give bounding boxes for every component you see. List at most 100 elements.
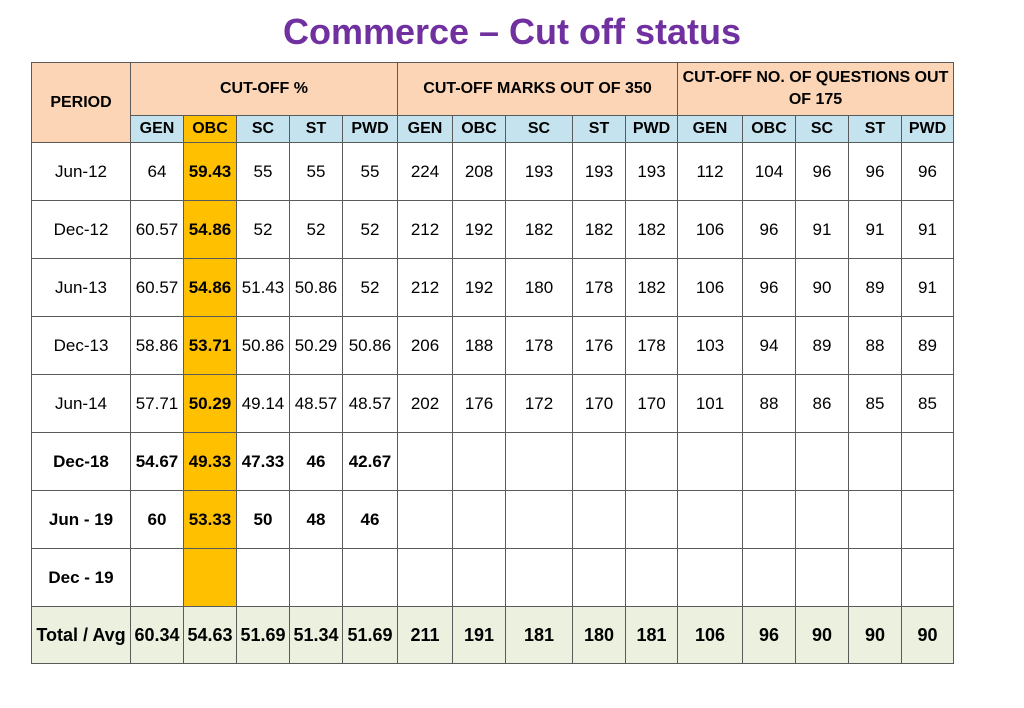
table-cell [397,490,453,549]
period-cell: Dec-13 [31,316,131,375]
table-cell: 176 [572,316,626,375]
table-cell [848,490,902,549]
table-cell: 178 [625,316,678,375]
period-cell: Jun-13 [31,258,131,317]
table-cell: 202 [397,374,453,433]
table-cell [342,548,398,607]
table-cell: 180 [505,258,573,317]
table-cell: 96 [901,142,954,201]
table-cell [901,490,954,549]
table-cell [236,548,290,607]
category-header: ST [848,115,902,143]
table-cell: 59.43 [183,142,237,201]
category-header: PWD [625,115,678,143]
table-cell: 103 [677,316,743,375]
table-row: Jun - 19 60 53.33 50 48 46 [31,490,954,549]
table-cell [848,548,902,607]
table-cell: 96 [795,142,849,201]
table-cell: 53.33 [183,490,237,549]
period-cell: Jun-12 [31,142,131,201]
table-cell: 52 [342,200,398,259]
table-cell [397,548,453,607]
table-cell: 49.14 [236,374,290,433]
table-cell [848,432,902,491]
table-cell: 192 [452,258,506,317]
category-header: OBC [742,115,796,143]
table-cell: 85 [848,374,902,433]
period-cell: Dec-12 [31,200,131,259]
table-cell: 182 [505,200,573,259]
table-cell: 86 [795,374,849,433]
table-cell [452,548,506,607]
table-cell [625,548,678,607]
table-cell: 170 [625,374,678,433]
table-cell: 91 [901,258,954,317]
category-header: GEN [130,115,184,143]
table-cell: 51.69 [236,606,290,664]
table-cell: 55 [342,142,398,201]
table-cell: 50.86 [289,258,343,317]
table-cell [452,432,506,491]
table-row: Jun-12 64 59.43 55 55 55 224 208 193 193 193 112 104… [31,142,954,201]
table-cell: 46 [342,490,398,549]
table-cell: 193 [572,142,626,201]
table-cell: 96 [742,258,796,317]
table-cell: 49.33 [183,432,237,491]
table-cell: 51.43 [236,258,290,317]
category-header: PWD [342,115,398,143]
period-cell: Jun - 19 [31,490,131,549]
table-cell: 50.86 [342,316,398,375]
table-cell: 64 [130,142,184,201]
table-row: Jun-13 60.57 54.86 51.43 50.86 52 212 192 180 178… [31,258,954,317]
table-cell: 89 [848,258,902,317]
table-cell: 52 [236,200,290,259]
table-cell: 212 [397,258,453,317]
cutoff-table: PERIOD CUT-OFF % CUT-OFF MARKS OUT OF 35… [31,62,954,664]
category-header: ST [289,115,343,143]
cutoff-percent-header: CUT-OFF % [130,62,398,116]
table-cell [572,432,626,491]
table-cell: 60.34 [130,606,184,664]
table-row: Dec-18 54.67 49.33 47.33 46 42.67 [31,432,954,491]
table-cell: 47.33 [236,432,290,491]
category-header-row: GEN OBC SC ST PWD GEN OBC SC ST PWD GEN OBC SC ST PWD [32,115,954,143]
table-cell: 208 [452,142,506,201]
table-cell: 91 [901,200,954,259]
table-cell [901,548,954,607]
table-cell: 88 [848,316,902,375]
table-cell [677,548,743,607]
table-cell: 90 [848,606,902,664]
table-cell: 182 [625,258,678,317]
category-header: SC [795,115,849,143]
table-cell [742,432,796,491]
table-cell: 52 [289,200,343,259]
table-cell: 48.57 [289,374,343,433]
table-cell [742,548,796,607]
table-cell: 90 [795,606,849,664]
table-cell: 96 [742,200,796,259]
table-cell: 188 [452,316,506,375]
table-cell: 181 [625,606,678,664]
table-cell: 193 [505,142,573,201]
table-cell: 50.86 [236,316,290,375]
table-cell: 88 [742,374,796,433]
table-cell: 55 [289,142,343,201]
category-header: SC [236,115,290,143]
table-cell: 182 [572,200,626,259]
table-cell: 58.86 [130,316,184,375]
table-cell: 178 [505,316,573,375]
table-cell [742,490,796,549]
table-cell: 192 [452,200,506,259]
total-row: Total / Avg 60.34 54.63 51.69 51.34 51.69 211 1… [31,606,954,664]
table-cell: 52 [342,258,398,317]
period-cell: Dec-18 [31,432,131,491]
table-cell [505,548,573,607]
table-cell: 211 [397,606,453,664]
table-cell: 172 [505,374,573,433]
cutoff-questions-header: CUT-OFF NO. OF QUESTIONS OUT OF 175 [677,62,954,116]
table-cell [505,432,573,491]
category-header: GEN [397,115,453,143]
table-cell [795,432,849,491]
table-cell: 96 [848,142,902,201]
table-cell: 57.71 [130,374,184,433]
